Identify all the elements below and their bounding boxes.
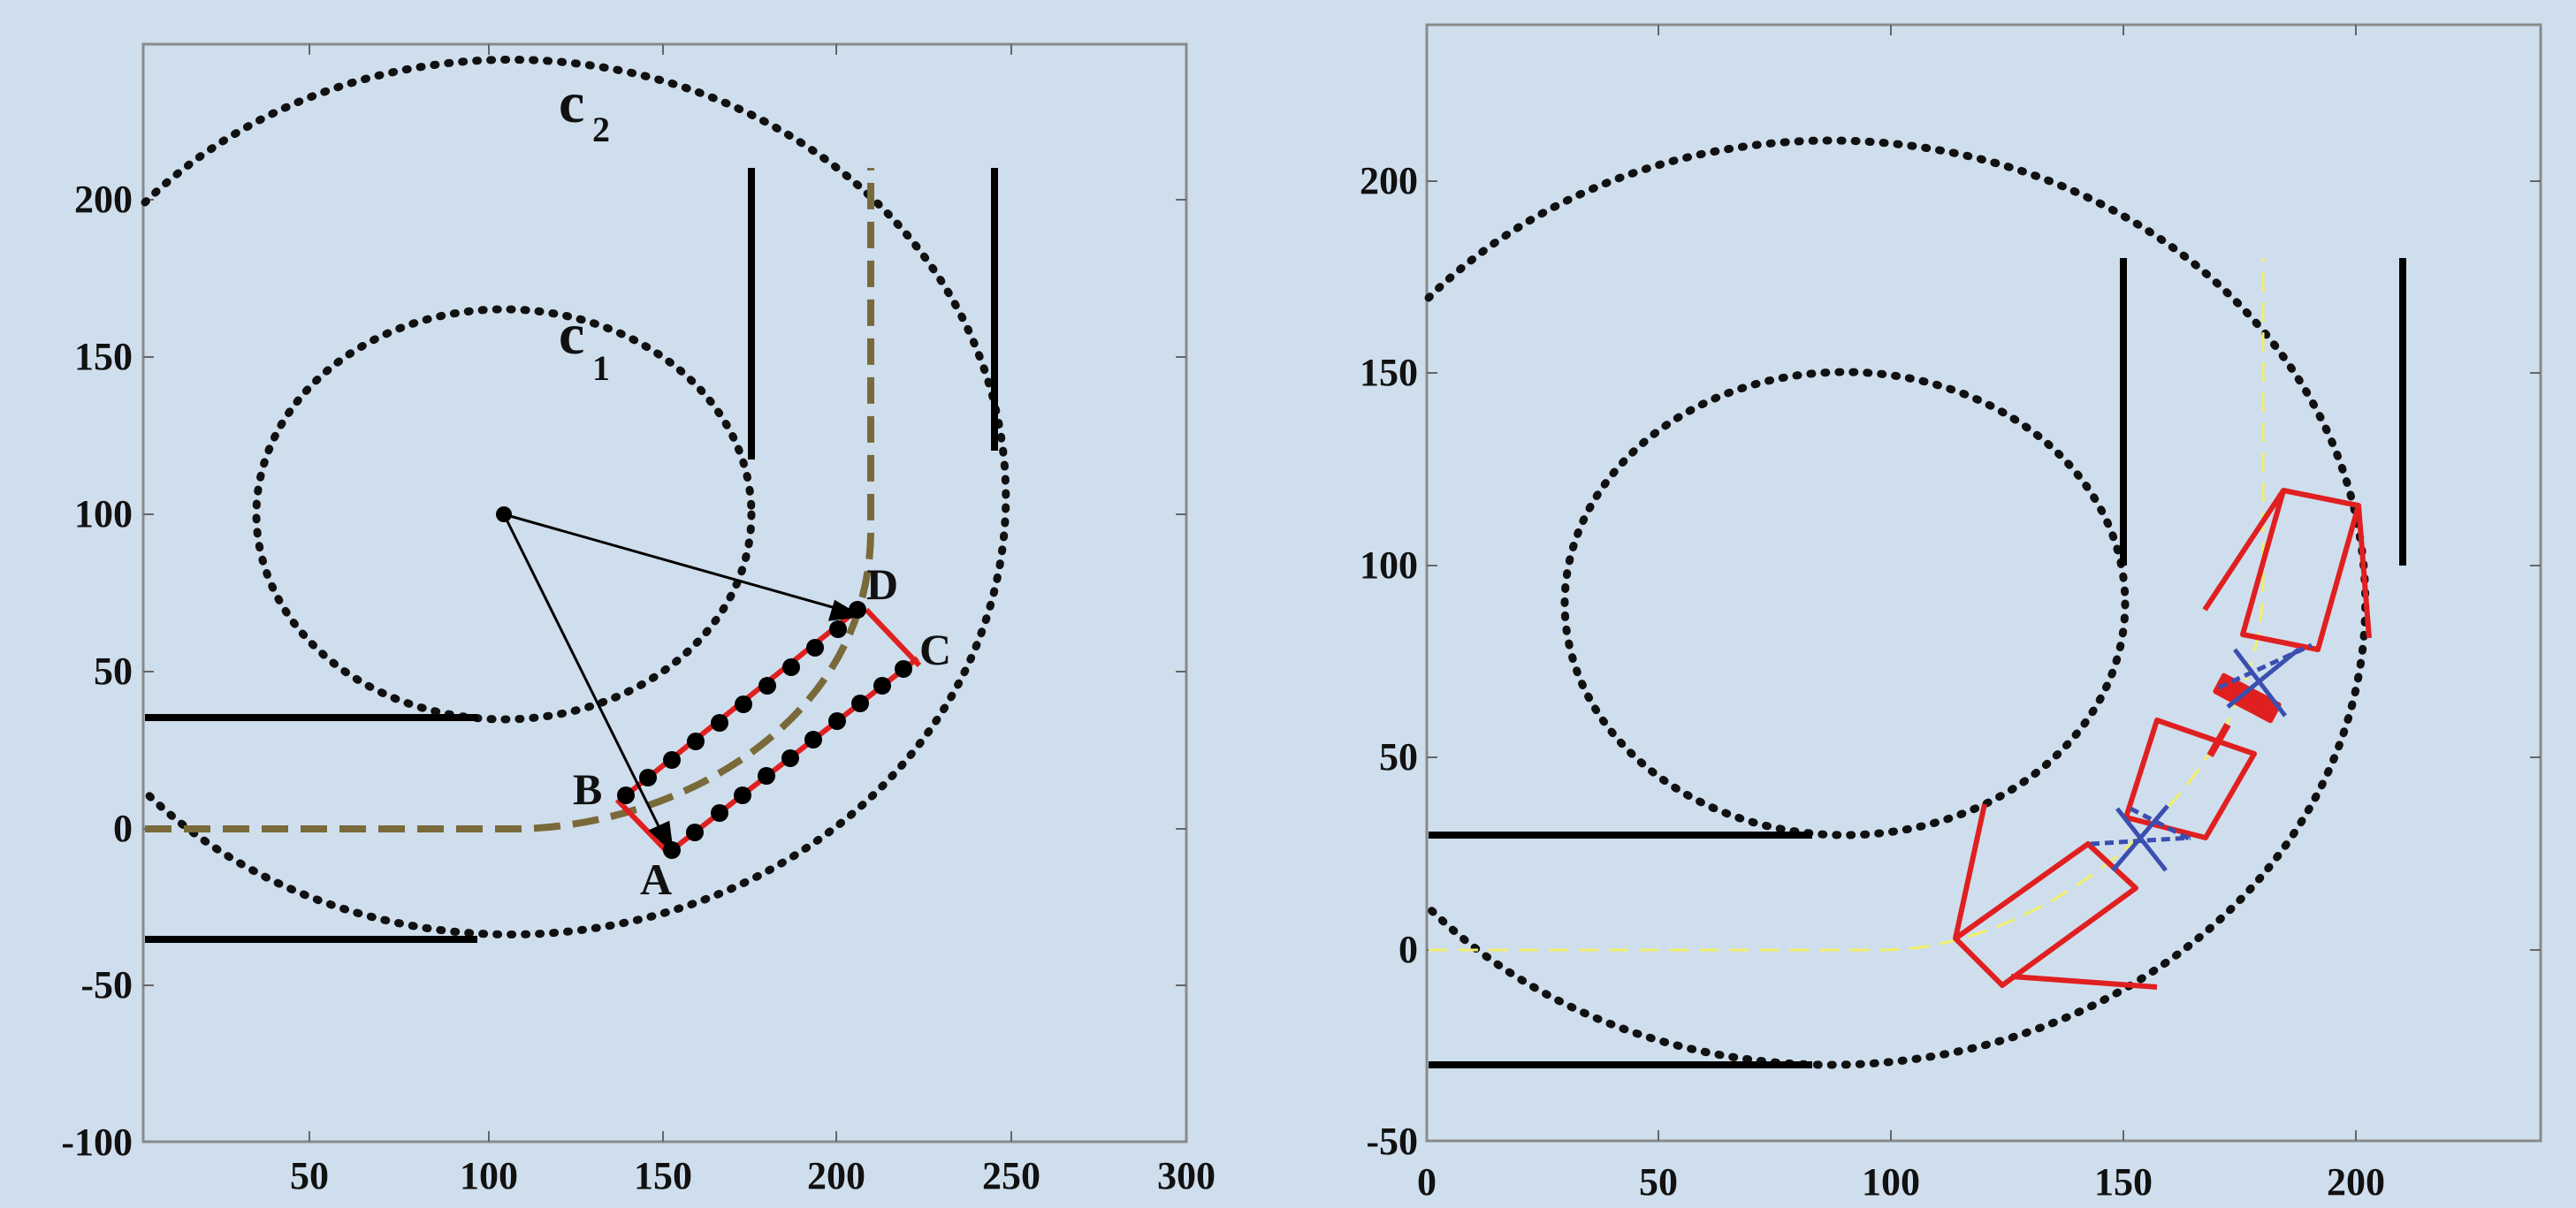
- hitch-joint-rear: [2090, 804, 2192, 872]
- left-walls: [145, 168, 998, 943]
- circle-c1: [252, 305, 756, 724]
- marker-point: [711, 804, 728, 822]
- marker-point: [687, 733, 705, 750]
- right-x-tick-label: 150: [2094, 1160, 2153, 1204]
- left-y-tick-labels: 200 150 100 50 0 -50 -100: [61, 178, 133, 1164]
- marker-point: [617, 786, 635, 804]
- right-panel: 200 150 100 50 0 -50 0 50 100 150 200: [1360, 23, 2542, 1204]
- vehicle-edge-AB: [614, 797, 671, 855]
- vehicle-edge-CD: [864, 607, 922, 668]
- marker-point: [639, 769, 657, 786]
- right-x-tick-marks: [1658, 25, 2357, 1141]
- right-y-tick-label: -50: [1366, 1120, 1418, 1163]
- right-x-tick-label: 200: [2327, 1160, 2385, 1204]
- front-guide-right: [2356, 505, 2372, 639]
- marker-point: [873, 677, 891, 695]
- vehicle-markers: [617, 601, 912, 859]
- rear-wheel-guide-bottom: [2010, 974, 2158, 990]
- right-y-tick-label: 50: [1379, 735, 1418, 779]
- marker-point: [828, 712, 846, 730]
- marker-point: [734, 786, 751, 804]
- rear-unit: [1953, 841, 2138, 988]
- articulated-vehicle: [1953, 488, 2372, 990]
- marker-point: [781, 749, 799, 767]
- marker-point: [804, 731, 822, 748]
- circle-label-c2: c 2: [559, 71, 610, 149]
- left-x-tick-label: 200: [807, 1154, 865, 1197]
- rear-wheel-guide-top: [1953, 803, 1987, 939]
- left-x-tick-label: 250: [982, 1154, 1040, 1197]
- right-x-tick-label: 50: [1639, 1160, 1678, 1204]
- left-x-tick-labels: 50 100 150 200 250 300: [290, 1154, 1216, 1197]
- marker-point: [829, 620, 847, 638]
- marker-point: [806, 639, 824, 657]
- point-label-B: B: [573, 764, 602, 814]
- right-y-tick-label: 150: [1360, 351, 1418, 394]
- right-x-tick-label: 0: [1417, 1160, 1437, 1204]
- arrow-to-A: [502, 513, 665, 836]
- right-y-tick-label: 100: [1360, 543, 1418, 587]
- marker-point: [711, 714, 728, 732]
- marker-point: [663, 751, 681, 769]
- marker-point: [758, 677, 776, 695]
- right-x-tick-label: 100: [1862, 1160, 1920, 1204]
- left-x-tick-label: 50: [290, 1154, 329, 1197]
- marker-point: [686, 824, 704, 841]
- right-y-tick-label: 0: [1399, 928, 1418, 971]
- marker-point: [782, 658, 800, 676]
- hitch-joints: [2090, 642, 2313, 872]
- circle-label-c2-sub: 2: [592, 110, 610, 149]
- point-label-D: D: [866, 559, 898, 609]
- left-x-tick-label: 100: [460, 1154, 518, 1197]
- front-unit: [2240, 488, 2361, 652]
- arrow-head-D: [827, 599, 864, 621]
- right-walls: [1429, 258, 2406, 1068]
- circle-label-c1-main: c: [559, 302, 584, 367]
- circle-label-c1-sub: 1: [592, 348, 610, 388]
- point-label-C: C: [919, 625, 951, 674]
- connector-line: [2206, 723, 2231, 757]
- point-label-A: A: [640, 855, 672, 904]
- right-y-tick-marks: [1427, 180, 2541, 951]
- left-y-tick-label: 0: [113, 807, 133, 850]
- right-inner-circle: [1560, 368, 2130, 840]
- marker-point: [735, 695, 752, 713]
- arrow-to-D: [503, 513, 842, 612]
- middle-unit: [2123, 718, 2257, 840]
- circle-label-c1: c 1: [559, 302, 610, 388]
- right-y-tick-label: 200: [1360, 159, 1418, 202]
- vehicle-body: [614, 607, 922, 855]
- left-y-tick-label: 100: [74, 492, 133, 536]
- hitch-joint-front: [2217, 642, 2313, 718]
- marker-point: [851, 695, 869, 712]
- left-plot-frame: [141, 42, 1188, 1143]
- left-reference-path: [145, 168, 874, 832]
- circle-label-c2-main: c: [559, 71, 584, 135]
- left-y-tick-label: 50: [94, 650, 133, 693]
- right-y-tick-labels: 200 150 100 50 0 -50: [1360, 159, 1418, 1163]
- right-plot-frame: [1425, 23, 2542, 1143]
- left-y-tick-label: 200: [74, 178, 133, 221]
- circle-c2: [141, 56, 1010, 938]
- front-guide-left: [2202, 489, 2286, 612]
- left-x-tick-label: 300: [1157, 1154, 1216, 1197]
- marker-point: [895, 660, 912, 678]
- left-y-tick-label: -50: [80, 963, 133, 1007]
- arrow-head-A: [648, 820, 674, 854]
- marker-point: [758, 767, 775, 785]
- radius-arrows: [502, 513, 864, 854]
- right-x-tick-labels: 0 50 100 150 200: [1417, 1160, 2385, 1204]
- left-x-tick-label: 150: [634, 1154, 692, 1197]
- left-y-tick-label: 150: [74, 335, 133, 378]
- right-outer-circle: [1424, 136, 2370, 1069]
- right-reference-path: [1429, 258, 2265, 952]
- left-y-tick-label: -100: [61, 1121, 133, 1164]
- left-x-tick-marks: [309, 44, 1012, 1142]
- left-panel: 200 150 100 50 0 -50 -100 50 100 150 200…: [61, 42, 1216, 1197]
